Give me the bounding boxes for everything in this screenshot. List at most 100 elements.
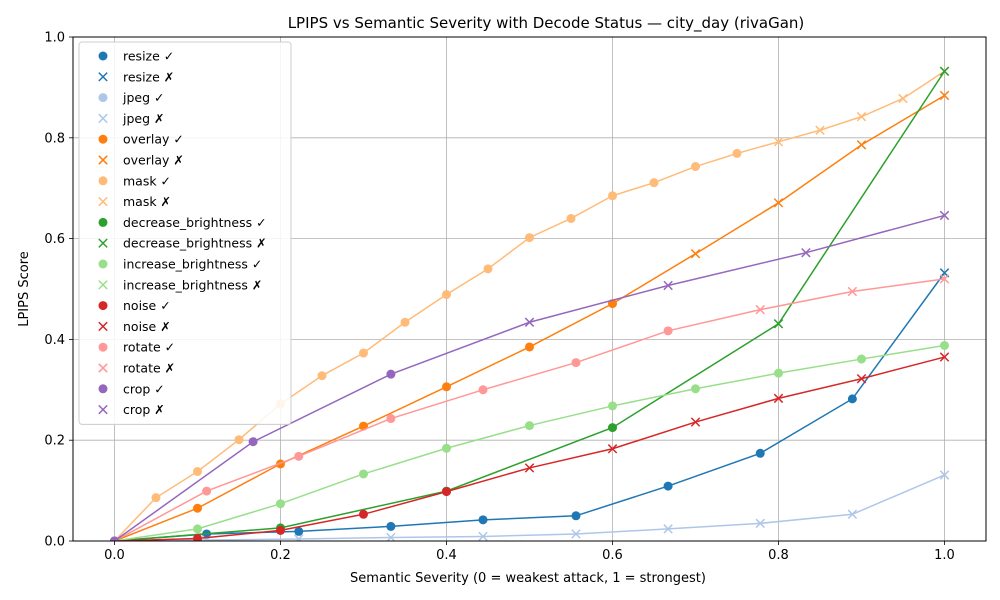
y-tick-label: 0.6 — [44, 232, 65, 247]
legend-label: increase_brightness ✗ — [123, 277, 262, 292]
jpeg-point-failed — [294, 534, 304, 541]
noise-point-decoded — [193, 533, 202, 541]
axis-ticks: 0.0 0.2 0.4 0.6 0.8 1.0 0.0 0.2 0.4 0.6 0.8 1.0 — [44, 31, 955, 564]
decrease_brightness-point-decoded — [608, 423, 617, 433]
increase_brightness-point-decoded — [193, 524, 202, 534]
mask-point-decoded — [400, 317, 410, 327]
legend-label: mask ✗ — [123, 194, 171, 209]
mask-point-decoded — [151, 493, 161, 503]
x-axis-label: Semantic Severity (0 = weakest attack, 1… — [350, 571, 706, 586]
resize-point-decoded — [571, 511, 581, 521]
legend: resize ✓ resize ✗ jpeg ✓ jpeg ✗ overlay ✓ ove… — [78, 41, 292, 425]
rotate-point-failed — [755, 304, 765, 315]
y-tick-label: 0.2 — [44, 434, 65, 449]
legend-entry: overlay ✓ — [98, 132, 184, 147]
jpeg-point-failed — [847, 509, 858, 520]
legend-label: overlay ✗ — [123, 153, 184, 168]
legend-entry: mask ✗ — [98, 194, 171, 209]
legend-overlay-point-failed — [98, 155, 108, 165]
legend-crop-point-failed — [98, 404, 108, 415]
noise-point-failed — [690, 417, 701, 427]
jpeg-line — [114, 474, 945, 541]
mask-point-decoded — [442, 290, 451, 300]
y-tick-label: 0.8 — [44, 131, 65, 146]
resize-point-decoded — [386, 521, 396, 531]
legend-label: decrease_brightness ✓ — [123, 215, 267, 230]
overlay-point-failed — [773, 198, 784, 208]
overlay-point-decoded — [525, 342, 534, 352]
mask-point-failed — [898, 93, 908, 104]
crop-point-failed — [801, 247, 811, 258]
crop-point-failed — [939, 210, 950, 221]
y-tick-label: 0.4 — [44, 333, 65, 348]
x-tick-label: 0.4 — [436, 548, 457, 563]
rotate-point-decoded — [663, 326, 673, 336]
legend-rotate-point-decoded — [98, 342, 108, 352]
rotate-point-failed — [847, 286, 858, 297]
plot-frame — [72, 36, 987, 542]
legend-noise-point-decoded — [98, 301, 108, 311]
increase_brightness-point-decoded — [359, 469, 368, 479]
legend-entry: rotate ✓ — [98, 340, 175, 355]
overlay-point-failed — [939, 90, 950, 101]
legend-jpeg-point-failed — [98, 113, 108, 124]
legend-rotate-point-failed — [98, 363, 108, 373]
legend-entry: jpeg ✓ — [98, 90, 164, 105]
noise-point-failed — [524, 463, 535, 473]
increase_brightness-point-decoded — [442, 443, 451, 453]
series-jpeg — [110, 470, 950, 541]
increase_brightness-point-decoded — [940, 340, 949, 350]
jpeg-point-failed — [386, 532, 396, 541]
x-tick-label: 0.0 — [104, 548, 125, 563]
mask-point-decoded — [234, 435, 244, 445]
noise-point-decoded — [359, 509, 368, 519]
increase_brightness-point-decoded — [608, 401, 617, 411]
resize-point-decoded — [294, 526, 304, 536]
legend-label: noise ✓ — [123, 298, 171, 313]
mask-point-decoded — [193, 466, 202, 476]
resize-point-decoded — [478, 515, 488, 525]
crop-point-decoded — [248, 437, 258, 447]
legend-resize-point-decoded — [98, 51, 108, 61]
legend-resize-point-failed — [98, 72, 108, 82]
rotate-line — [114, 278, 945, 541]
resize-point-decoded — [755, 448, 765, 458]
legend-entry: decrease_brightness ✗ — [98, 236, 267, 251]
overlay-point-decoded — [193, 503, 202, 513]
legend-label: rotate ✗ — [123, 361, 175, 376]
legend-label: mask ✓ — [123, 173, 171, 188]
increase_brightness-point-decoded — [525, 421, 534, 431]
legend-label: decrease_brightness ✗ — [123, 236, 267, 251]
y-tick-label: 1.0 — [44, 31, 65, 46]
crop-point-decoded — [110, 536, 119, 541]
mask-point-failed — [856, 111, 867, 122]
legend-noise-point-failed — [98, 321, 108, 332]
legend-box — [78, 41, 292, 425]
legend-entry: mask ✓ — [98, 173, 171, 188]
noise-point-failed — [856, 373, 867, 384]
jpeg-point-failed — [571, 529, 581, 539]
decrease_brightness-line — [114, 70, 946, 541]
x-tick-label: 0.8 — [768, 548, 789, 563]
mask-point-decoded — [691, 162, 700, 172]
jpeg-point-failed — [478, 531, 488, 541]
noise-point-decoded — [276, 525, 285, 535]
overlay-point-failed — [856, 140, 867, 150]
rotate-point-decoded — [202, 486, 212, 496]
legend-entry: increase_brightness ✓ — [98, 257, 262, 272]
jpeg-point-failed — [939, 470, 950, 480]
legend-increase_brightness-point-failed — [98, 280, 108, 290]
legend-decrease_brightness-point-failed — [98, 238, 108, 248]
legend-label: crop ✗ — [123, 402, 165, 417]
rotate-point-decoded — [386, 414, 396, 424]
legend-entry: noise ✗ — [98, 319, 171, 334]
decrease_brightness-point-failed — [939, 66, 950, 77]
increase_brightness-point-decoded — [691, 384, 700, 394]
rotate-point-decoded — [571, 358, 581, 368]
mask-point-decoded — [732, 148, 742, 158]
rotate-point-decoded — [478, 385, 488, 395]
resize-point-decoded — [847, 394, 857, 404]
noise-point-failed — [607, 444, 618, 454]
legend-entry: resize ✓ — [98, 49, 174, 64]
crop-point-failed — [663, 280, 673, 291]
